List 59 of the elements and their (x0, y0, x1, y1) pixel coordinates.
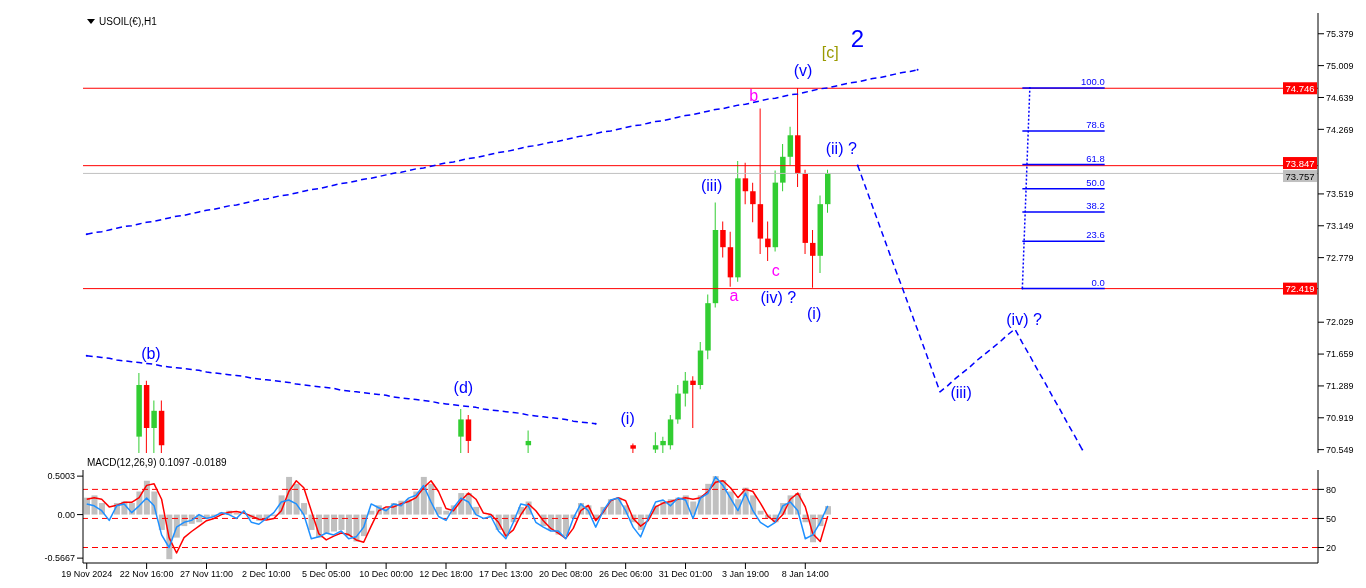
annotation: (iv) ? (1006, 310, 1042, 328)
x-tick-label: 17 Dec 13:00 (479, 569, 533, 580)
x-tick-label: 26 Dec 06:00 (598, 569, 653, 580)
y2-tick-label: 20 (1326, 542, 1337, 553)
y-tick-label: 0.00 (57, 509, 75, 520)
series-label: 100.0 (1080, 75, 1105, 87)
x-tick-label: 3 Jan 19:00 (721, 569, 769, 580)
annotation: (i) (807, 304, 822, 322)
x-tick-label: 27 Nov 11:00 (180, 569, 233, 580)
y-tick-label: 70.549 (1326, 444, 1354, 455)
annotation: (ii) ? (825, 139, 857, 157)
series-label: 78.6 (1086, 118, 1105, 130)
y-tick-label: 75.379 (1326, 28, 1354, 39)
annotation: (d) (453, 379, 474, 397)
y-tick-label: 75.009 (1326, 60, 1354, 71)
series-label: 50.0 (1086, 176, 1105, 188)
x-tick-label: 5 Dec 05:00 (301, 569, 351, 580)
annotation: 2 (850, 24, 865, 52)
series-label: 38.2 (1086, 199, 1105, 211)
annotation: a (729, 287, 739, 305)
y-tick-label: 70.919 (1326, 412, 1354, 423)
series-label: 23.6 (1086, 229, 1105, 241)
x-tick-label: 19 Nov 2024 (61, 569, 113, 580)
annotation: b (749, 87, 759, 105)
y-tick-label: 74.269 (1326, 124, 1354, 135)
annotation: [c] (821, 43, 839, 61)
y-tick-label: 0.5003 (47, 471, 75, 482)
series-label: 0.0 (1091, 276, 1105, 288)
y-tick-label: -0.5667 (44, 553, 75, 564)
x-tick-label: 31 Dec 01:00 (658, 569, 713, 580)
x-tick-label: 22 Nov 16:00 (119, 569, 174, 580)
y-tick-label: 72.029 (1326, 317, 1354, 328)
y-tick-label: 74.639 (1326, 92, 1354, 103)
x-tick-label: 12 Dec 18:00 (419, 569, 473, 580)
annotation: (iii) (950, 384, 972, 402)
chart-title: USOIL(€),H1 (99, 16, 157, 27)
y-tick-label: 73.519 (1326, 189, 1354, 200)
x-tick-label: 20 Dec 08:00 (539, 569, 593, 580)
ref-line-label: 72.419 (1285, 283, 1315, 295)
y-tick-label: 71.289 (1326, 381, 1354, 392)
ref-line-label: 73.847 (1285, 157, 1315, 169)
annotation: (iv) ? (760, 289, 797, 307)
ref-line-label: 73.757 (1285, 170, 1315, 182)
series-label: 61.8 (1086, 152, 1105, 164)
annotation: c (771, 262, 780, 280)
annotation: (b) (141, 344, 161, 362)
annotation: (iii) (700, 176, 723, 194)
y-tick-label: 73.149 (1326, 220, 1354, 231)
y-tick-label: 72.779 (1326, 252, 1354, 263)
x-tick-label: 10 Dec 00:00 (359, 569, 413, 580)
y-tick-label: 71.659 (1326, 349, 1354, 360)
x-tick-label: 2 Dec 10:00 (242, 569, 291, 580)
ref-line-label: 74.746 (1285, 82, 1315, 94)
annotation: (v) (793, 62, 813, 80)
chart-title: MACD(12,26,9) 0.1097 -0.0189 (87, 457, 227, 468)
y2-tick-label: 50 (1326, 513, 1337, 524)
y2-tick-label: 80 (1326, 484, 1337, 495)
x-tick-label: 8 Jan 14:00 (781, 569, 829, 580)
annotation: (i) (620, 410, 635, 428)
